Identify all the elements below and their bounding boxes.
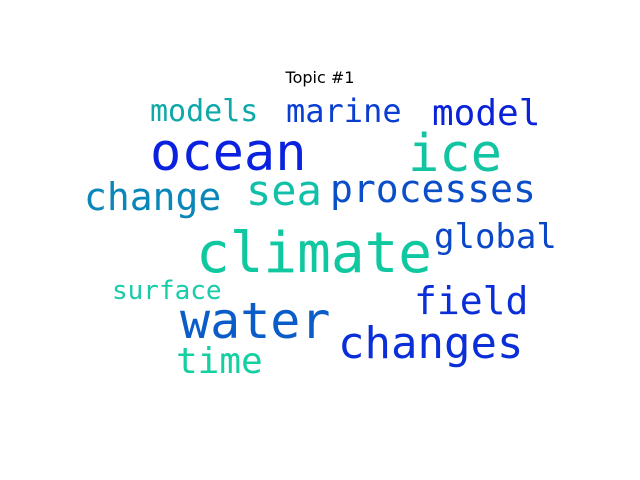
word-ocean: ocean <box>150 123 307 183</box>
word-sea: sea <box>246 166 322 215</box>
word-time: time <box>176 341 263 382</box>
word-models: models <box>150 94 259 129</box>
word-global: global <box>434 217 557 257</box>
word-change: change <box>84 175 222 219</box>
word-model: model <box>432 93 541 134</box>
word-ice: ice <box>408 124 502 184</box>
word-changes: changes <box>338 318 524 369</box>
word-climate: climate <box>196 221 433 286</box>
chart-title: Topic #1 <box>285 68 355 87</box>
word-surface: surface <box>112 276 222 306</box>
word-field: field <box>414 279 529 323</box>
word-water: water <box>180 292 331 350</box>
word-marine: marine <box>286 92 402 130</box>
word-processes: processes <box>330 167 536 211</box>
